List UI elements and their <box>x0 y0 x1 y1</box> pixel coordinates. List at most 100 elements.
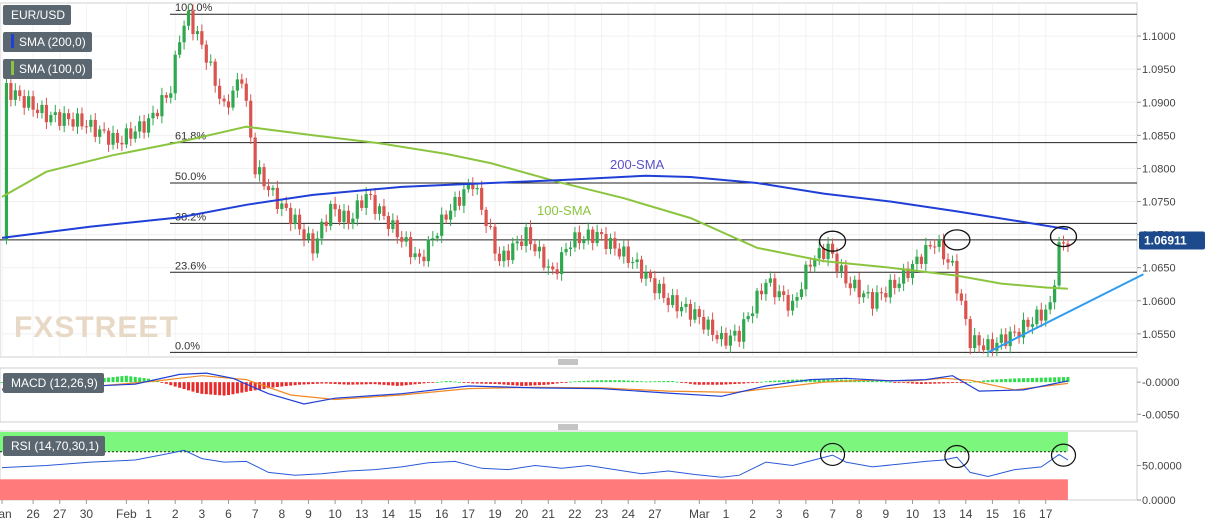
macd-histogram-bar <box>777 380 781 383</box>
candle-body <box>657 283 661 294</box>
candle-body <box>475 187 479 190</box>
macd-histogram-bar <box>306 382 310 385</box>
macd-histogram-bar <box>120 376 124 383</box>
macd-histogram-bar <box>346 382 350 385</box>
macd-histogram-bar <box>169 382 173 386</box>
macd-histogram-bar <box>369 382 373 385</box>
candle-body <box>266 186 271 191</box>
macd-histogram-bar <box>622 380 626 383</box>
time-tick-label: 17 <box>1039 507 1053 521</box>
macd-histogram-bar <box>360 382 364 385</box>
time-tick-label: 13 <box>355 507 369 521</box>
time-tick-label: 27 <box>648 507 662 521</box>
legend-macd[interactable]: MACD (12,26,9) <box>3 373 104 393</box>
candle-body <box>977 335 981 346</box>
candle-body <box>182 25 186 43</box>
macd-histogram-bar <box>227 382 231 396</box>
macd-histogram-bar <box>475 382 479 384</box>
time-tick-label: 8 <box>856 507 863 521</box>
macd-histogram-bar <box>1026 378 1030 383</box>
candle-body <box>426 239 430 262</box>
candle-body <box>817 248 821 259</box>
macd-histogram-bar <box>759 381 763 383</box>
candle-body <box>639 259 644 279</box>
macd-histogram-bar <box>773 380 777 383</box>
legend-symbol[interactable]: EUR/USD <box>3 5 72 25</box>
candle-body <box>382 206 386 216</box>
candle-body <box>786 294 790 311</box>
candle-body <box>124 128 128 145</box>
macd-histogram-bar <box>791 379 795 383</box>
candle-body <box>355 200 359 219</box>
time-tick-label: 7 <box>252 507 259 521</box>
candle-body <box>324 221 328 226</box>
candle-body <box>80 113 84 127</box>
candle-body <box>537 246 542 252</box>
candle-body <box>737 330 741 342</box>
time-tick-label: 16 <box>435 507 449 521</box>
highlight-circle <box>818 230 847 252</box>
candle-body <box>888 279 892 298</box>
rsi-tick-label: 0.0000 <box>1142 495 1176 507</box>
candle-body <box>395 220 399 238</box>
macd-histogram-bar <box>235 382 239 394</box>
macd-histogram-bar <box>893 382 897 383</box>
time-tick-label: 19 <box>488 507 502 521</box>
candle-body <box>169 93 173 98</box>
macd-histogram-bar <box>706 382 710 385</box>
macd-histogram-bar <box>1061 377 1065 383</box>
pane-resize-handle[interactable] <box>558 424 578 430</box>
candle-body <box>777 291 781 298</box>
price-tick-label: 1.0550 <box>1142 329 1176 341</box>
candle-body <box>497 253 502 262</box>
candle-body <box>1008 331 1012 347</box>
candle-body <box>484 209 488 227</box>
macd-histogram-bar <box>902 382 906 383</box>
sma100-line <box>1 125 1068 290</box>
legend-sma200[interactable]: SMA (200,0) <box>3 32 92 52</box>
macd-histogram-bar <box>231 382 235 395</box>
candle-body <box>560 252 564 274</box>
highlight-circle <box>943 229 971 251</box>
macd-histogram-bar <box>959 382 963 383</box>
candle-body <box>346 210 351 224</box>
candle-body <box>289 207 293 225</box>
candle-body <box>138 121 142 132</box>
candle-body <box>648 272 653 279</box>
candle-body <box>773 278 777 298</box>
macd-histogram-bar <box>1044 377 1048 383</box>
legend-rsi[interactable]: RSI (14,70,30,1) <box>3 436 106 456</box>
candle-body <box>990 339 995 351</box>
candle-body <box>568 247 573 249</box>
legend-sma100[interactable]: SMA (100,0) <box>3 59 92 79</box>
candle-body <box>93 119 97 137</box>
candle-body <box>631 262 635 264</box>
macd-histogram-bar <box>862 380 866 383</box>
macd-histogram-bar <box>586 380 590 383</box>
macd-histogram-bar <box>115 376 119 383</box>
legend-rsi-label: RSI (14,70,30,1) <box>11 439 100 453</box>
candle-body <box>155 112 160 117</box>
macd-histogram-bar <box>573 381 577 383</box>
macd-histogram-bar <box>684 382 688 384</box>
time-tick-label: 3 <box>199 507 206 521</box>
candle-body <box>302 229 306 240</box>
macd-histogram-bar <box>195 382 199 393</box>
candle-body <box>706 319 710 330</box>
macd-histogram-bar <box>489 382 493 384</box>
macd-histogram-bar <box>751 382 755 383</box>
macd-histogram-bar <box>311 382 315 385</box>
macd-histogram-bar <box>1004 378 1008 383</box>
candle-body <box>928 245 932 247</box>
current-price-badge <box>1139 231 1205 250</box>
candle-body <box>986 339 990 351</box>
candle-body <box>315 238 319 254</box>
macd-histogram-bar <box>1008 378 1012 383</box>
candle-body <box>564 248 568 253</box>
macd-signal-line <box>1 375 1068 401</box>
macd-histogram-bar <box>453 381 457 383</box>
candle-body <box>106 130 111 145</box>
pane-resize-handle[interactable] <box>558 359 578 365</box>
candle-body <box>964 300 968 320</box>
